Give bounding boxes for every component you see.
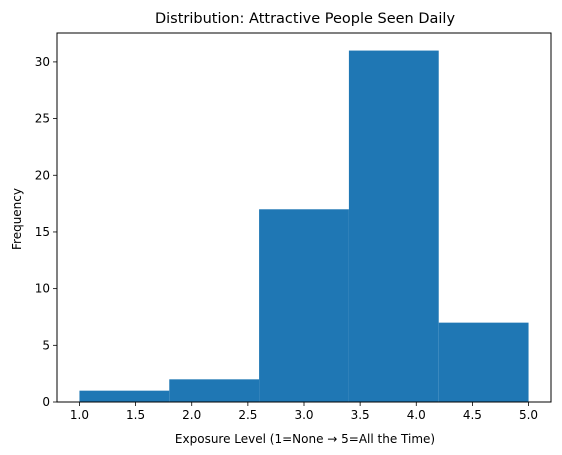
x-tick-label: 2.0 xyxy=(182,408,201,422)
histogram-bar-2 xyxy=(169,379,260,402)
histogram-bar-3 xyxy=(259,209,349,402)
histogram-bar-5 xyxy=(438,322,529,402)
bars-group xyxy=(79,50,529,402)
y-tick-label: 25 xyxy=(35,112,50,126)
y-tick-label: 5 xyxy=(42,338,50,352)
y-tick-label: 0 xyxy=(42,395,50,409)
y-axis-ticks: 0 5 10 15 20 25 30 xyxy=(35,55,57,409)
x-tick-label: 5.0 xyxy=(519,408,538,422)
y-axis-label: Frequency xyxy=(10,188,24,250)
x-axis-label: Exposure Level (1=None → 5=All the Time) xyxy=(175,432,435,446)
chart-title: Distribution: Attractive People Seen Dai… xyxy=(155,11,456,27)
y-tick-label: 15 xyxy=(35,225,50,239)
x-tick-label: 1.0 xyxy=(70,408,89,422)
x-tick-label: 1.5 xyxy=(126,408,145,422)
y-tick-label: 20 xyxy=(35,168,50,182)
x-tick-label: 4.0 xyxy=(407,408,426,422)
y-tick-label: 10 xyxy=(35,282,50,296)
histogram-bar-4 xyxy=(348,50,439,402)
x-axis-ticks: 1.0 1.5 2.0 2.5 3.0 3.5 4.0 4.5 5.0 xyxy=(70,402,538,422)
histogram-bar-1 xyxy=(79,390,170,402)
y-tick-label: 30 xyxy=(35,55,50,69)
x-tick-label: 3.5 xyxy=(351,408,370,422)
x-tick-label: 3.0 xyxy=(294,408,313,422)
x-tick-label: 4.5 xyxy=(463,408,482,422)
x-tick-label: 2.5 xyxy=(238,408,257,422)
